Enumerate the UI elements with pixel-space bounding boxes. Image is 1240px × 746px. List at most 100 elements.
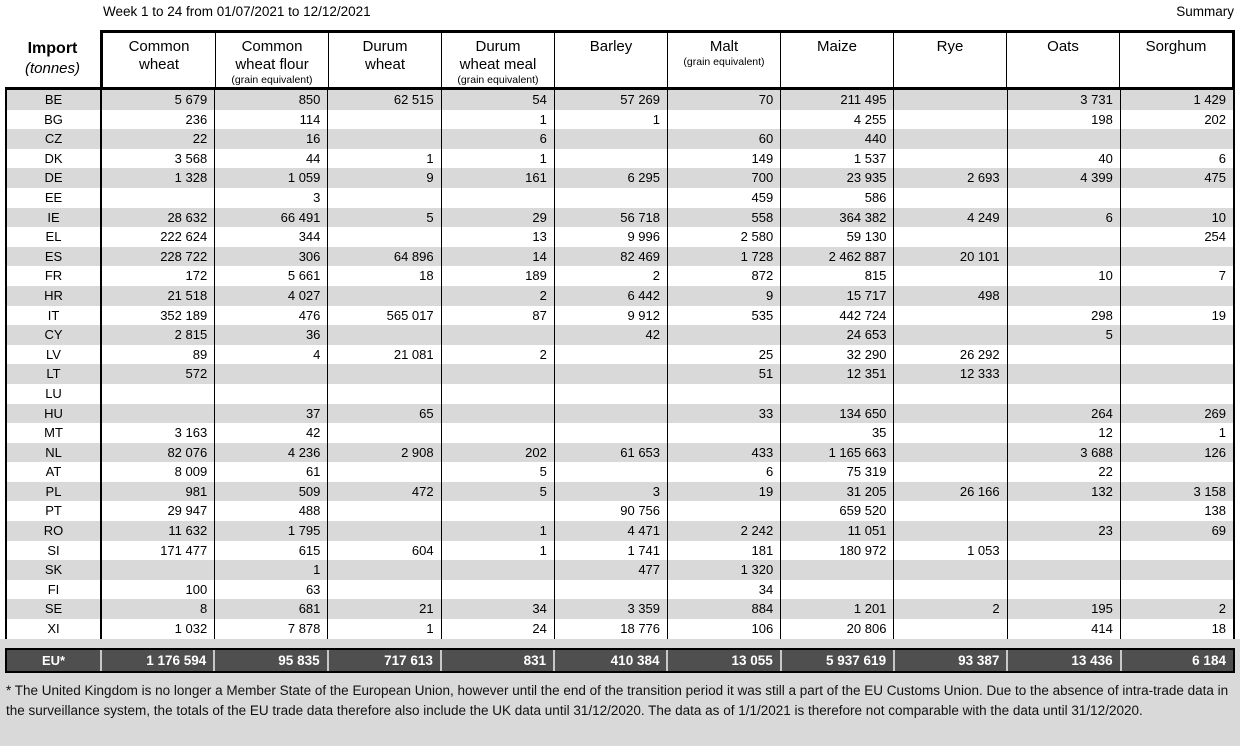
- row-label: CZ: [44, 131, 63, 147]
- value-cell: 70: [667, 90, 780, 110]
- value-cell: 6: [1006, 207, 1120, 228]
- eu-total-value: 6 184: [1119, 650, 1233, 671]
- value-cell: [440, 560, 554, 580]
- value-cell: 69: [1119, 521, 1233, 541]
- column-header-subnote: (grain equivalent): [457, 74, 539, 86]
- value-cell: [1006, 227, 1120, 247]
- value-cell: 211 495: [780, 90, 893, 110]
- value-cell: 364 382: [780, 207, 893, 228]
- value-cell: [1006, 383, 1120, 404]
- value-cell: 4 471: [553, 521, 667, 541]
- title-bar: Week 1 to 24 from 01/07/2021 to 12/12/20…: [0, 0, 1240, 30]
- value-cell: [1006, 285, 1120, 306]
- value-cell: [780, 579, 893, 600]
- table-row: BG 236 114 1 1 4 255 198 202: [7, 109, 1233, 130]
- table-row: LT 572 51 12 351 12 333: [7, 364, 1233, 384]
- value-cell: 62 515: [327, 90, 440, 110]
- value-cell: 5 679: [100, 90, 214, 110]
- value-cell: [780, 560, 893, 580]
- value-cell: 981: [100, 481, 214, 502]
- import-label: Import: [27, 40, 78, 57]
- value-cell: 51: [667, 364, 780, 384]
- value-cell: 4 249: [893, 207, 1006, 228]
- value-cell: 2 580: [667, 227, 780, 247]
- eu-total-value: 410 384: [553, 650, 666, 671]
- value-cell: 132: [1006, 481, 1120, 502]
- value-cell: 477: [553, 560, 667, 580]
- column-header: Maize: [780, 33, 893, 87]
- value-cell: 34: [667, 579, 780, 600]
- value-cell: 815: [780, 266, 893, 286]
- value-cell: 236: [100, 109, 214, 130]
- value-cell: 3 158: [1119, 481, 1233, 502]
- value-cell: 6 442: [553, 285, 667, 306]
- value-cell: [553, 403, 667, 424]
- value-cell: 1 328: [100, 168, 214, 188]
- column-header: Durum wheat: [328, 33, 441, 87]
- value-cell: 306: [214, 246, 327, 267]
- value-cell: [893, 187, 1006, 208]
- value-cell: 60: [667, 129, 780, 149]
- value-cell: 872: [667, 266, 780, 286]
- value-cell: [1119, 344, 1233, 365]
- value-cell: 172: [100, 266, 214, 286]
- value-cell: 25: [667, 344, 780, 365]
- value-cell: 681: [214, 599, 327, 620]
- value-cell: [1006, 501, 1120, 522]
- value-cell: 2: [893, 599, 1006, 620]
- value-cell: 29: [440, 207, 554, 228]
- value-cell: [893, 129, 1006, 149]
- table-row: BE 5 679 850 62 515 54 57 269 70 211 495 3 731 1 …: [7, 90, 1233, 110]
- value-cell: [893, 560, 1006, 580]
- value-cell: [214, 383, 327, 404]
- value-cell: 228 722: [100, 246, 214, 267]
- value-cell: [553, 383, 667, 404]
- column-header: Common wheat: [103, 33, 215, 87]
- table-row: PL 981 509 472 5 3 19 31 205 26 166 132 3 158: [7, 481, 1233, 502]
- row-label: FR: [44, 268, 63, 284]
- value-cell: [893, 579, 1006, 600]
- value-cell: 2 908: [327, 442, 440, 463]
- value-cell: 44: [214, 148, 327, 169]
- value-cell: [553, 364, 667, 384]
- value-cell: [893, 383, 1006, 404]
- value-cell: [440, 383, 554, 404]
- value-cell: [327, 325, 440, 345]
- value-cell: [1006, 560, 1120, 580]
- row-label: SK: [44, 562, 63, 578]
- value-cell: 59 130: [780, 227, 893, 247]
- value-cell: [1006, 129, 1120, 149]
- value-cell: [667, 383, 780, 404]
- value-cell: 472: [327, 481, 440, 502]
- value-cell: 4 027: [214, 285, 327, 306]
- row-label: AT: [45, 464, 62, 480]
- value-cell: [1119, 540, 1233, 561]
- value-cell: 82 469: [553, 246, 667, 267]
- value-cell: [1119, 285, 1233, 306]
- value-cell: 352 189: [100, 305, 214, 326]
- value-cell: [1119, 462, 1233, 482]
- value-cell: 57 269: [553, 90, 667, 110]
- value-cell: 75 319: [780, 462, 893, 482]
- value-cell: [327, 109, 440, 130]
- row-label: BG: [44, 111, 63, 127]
- value-cell: [1006, 344, 1120, 365]
- row-label: PL: [45, 483, 62, 499]
- value-cell: 87: [440, 305, 554, 326]
- value-cell: 3 688: [1006, 442, 1120, 463]
- value-cell: 1 537: [780, 148, 893, 169]
- value-cell: [1006, 579, 1120, 600]
- value-cell: [1119, 364, 1233, 384]
- column-header: Barley: [554, 33, 667, 87]
- value-cell: 126: [1119, 442, 1233, 463]
- value-cell: 18: [1119, 619, 1233, 639]
- value-cell: 433: [667, 442, 780, 463]
- row-label: HR: [44, 287, 63, 303]
- value-cell: 180 972: [780, 540, 893, 561]
- column-header-label: Rye: [936, 38, 964, 55]
- value-cell: [667, 423, 780, 443]
- value-cell: [1119, 325, 1233, 345]
- eu-total-value: 831: [439, 650, 553, 671]
- value-cell: 7: [1119, 266, 1233, 286]
